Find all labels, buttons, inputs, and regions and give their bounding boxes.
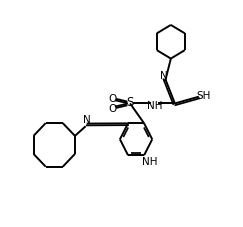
Text: N: N (83, 115, 91, 125)
Text: S: S (126, 96, 134, 109)
Text: N: N (160, 71, 167, 81)
Text: SH: SH (197, 91, 211, 101)
Text: NH: NH (142, 157, 157, 167)
Text: O: O (108, 104, 116, 114)
Text: NH: NH (147, 101, 162, 111)
Text: O: O (108, 94, 116, 104)
